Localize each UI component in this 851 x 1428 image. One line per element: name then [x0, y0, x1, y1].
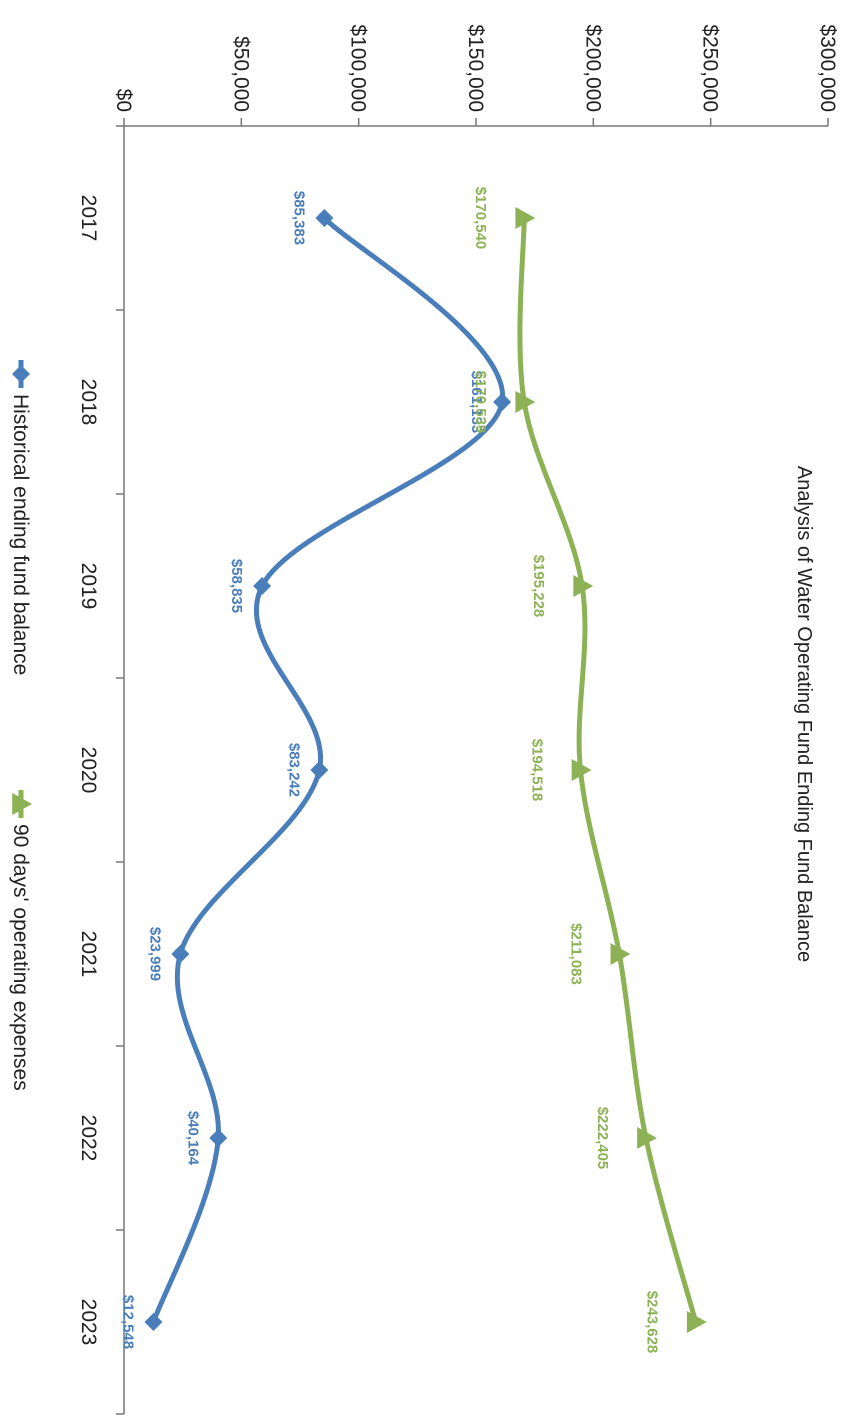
value-axis-tick-label: $0	[112, 89, 135, 112]
plot-area: $85,383 $161,133 $58,835 $83,242 $23,999 $40,…	[119, 187, 707, 1354]
value-axis-tick-label: $300,000	[816, 24, 839, 112]
data-label: $170,539	[472, 371, 489, 434]
value-axis-tick-label: $50,000	[229, 36, 252, 112]
data-label: $211,083	[567, 923, 584, 985]
data-point	[637, 1127, 657, 1149]
data-point	[171, 945, 190, 963]
data-label: $83,242	[285, 743, 302, 797]
legend-label: 90 days' operating expenses	[9, 824, 32, 1091]
legend: Historical ending fund balance 90 days' o…	[9, 360, 32, 1091]
data-label: $85,383	[290, 191, 307, 245]
data-label: $161,133	[468, 371, 485, 434]
data-label: $222,405	[594, 1107, 611, 1170]
legend-marker	[12, 365, 30, 383]
data-label: $194,518	[528, 739, 545, 802]
category-axis-label: 2021	[77, 931, 100, 978]
data-point	[144, 1313, 163, 1331]
category-axis-label: 2019	[77, 563, 100, 610]
data-point	[571, 759, 592, 781]
category-axis-label: 2023	[77, 1299, 100, 1346]
data-label: $195,228	[530, 555, 547, 618]
data-label: $23,999	[146, 927, 163, 981]
category-axis-label: 2022	[77, 1115, 100, 1162]
legend-marker	[12, 793, 32, 815]
category-axis-label: 2020	[77, 747, 100, 794]
legend-label: Historical ending fund balance	[9, 394, 32, 675]
value-axis-tick-label: $150,000	[464, 24, 487, 112]
value-axis-tick-label: $250,000	[699, 24, 722, 112]
data-point	[686, 1311, 707, 1333]
data-point	[515, 207, 536, 229]
chart-title: Analysis of Water Operating Fund Ending …	[793, 466, 815, 962]
data-label: $170,540	[472, 187, 489, 250]
data-point	[493, 393, 512, 411]
data-label: $40,164	[184, 1111, 201, 1166]
data-point	[315, 209, 334, 227]
category-axis-label: 2017	[77, 195, 100, 242]
category-axis-label: 2018	[77, 379, 100, 426]
legend-item: 90 days' operating expenses	[9, 790, 32, 1091]
series-operating-expenses: $170,540 $170,539 $195,228 $194,518 $211,083…	[472, 187, 707, 1354]
data-point	[253, 577, 272, 595]
data-point	[573, 575, 594, 597]
data-label: $12,548	[119, 1295, 136, 1349]
data-label: $243,628	[644, 1291, 661, 1354]
axes: $0 $50,000 $100,000 $150,000 $200,000 $250,00…	[77, 24, 839, 1415]
data-point	[209, 1129, 228, 1147]
data-point	[610, 943, 631, 965]
data-point	[515, 391, 536, 413]
value-axis-tick-label: $100,000	[347, 24, 370, 112]
legend-item: Historical ending fund balance	[9, 360, 32, 675]
value-axis-tick-label: $200,000	[581, 24, 604, 112]
series-historical: $85,383 $161,133 $58,835 $83,242 $23,999 $40,…	[119, 191, 512, 1349]
data-point	[310, 761, 329, 779]
data-label: $58,835	[228, 559, 245, 613]
